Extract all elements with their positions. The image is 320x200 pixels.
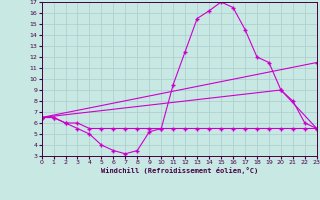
X-axis label: Windchill (Refroidissement éolien,°C): Windchill (Refroidissement éolien,°C) <box>100 167 258 174</box>
